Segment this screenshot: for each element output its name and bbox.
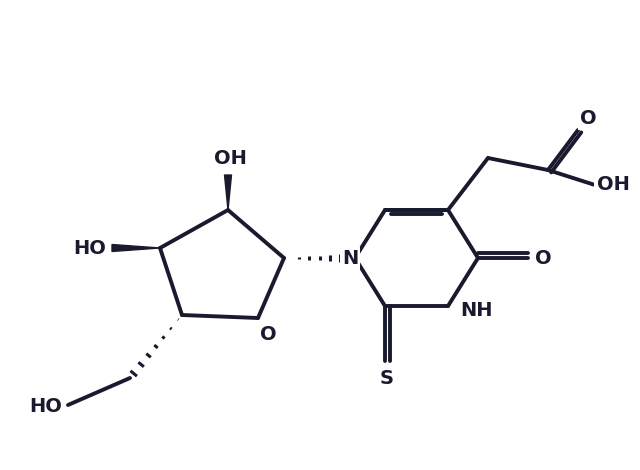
Text: S: S xyxy=(380,368,394,387)
Text: NH: NH xyxy=(460,300,492,320)
Text: OH: OH xyxy=(596,175,629,195)
Text: HO: HO xyxy=(29,398,63,416)
Polygon shape xyxy=(225,175,232,210)
Text: N: N xyxy=(342,250,358,268)
Text: OH: OH xyxy=(214,149,246,167)
Text: O: O xyxy=(580,109,596,127)
Text: O: O xyxy=(260,324,276,344)
Text: HO: HO xyxy=(74,238,106,258)
Polygon shape xyxy=(112,244,160,251)
Text: O: O xyxy=(534,249,551,267)
